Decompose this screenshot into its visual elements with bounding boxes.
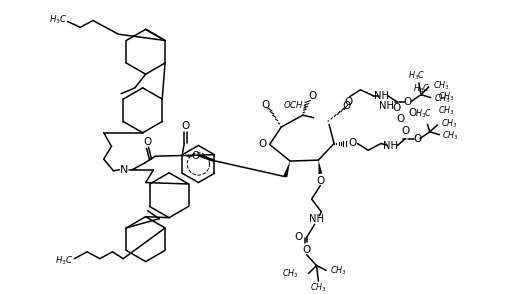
Text: O: O [144, 136, 152, 146]
Text: O: O [349, 138, 357, 148]
Text: $H_3C$: $H_3C$ [413, 83, 431, 95]
Text: $CH_3$: $CH_3$ [282, 267, 299, 280]
Text: $H_3C$: $H_3C$ [415, 108, 433, 121]
Text: O: O [192, 151, 200, 161]
Text: NH: NH [379, 101, 394, 111]
Text: O: O [308, 91, 317, 101]
Polygon shape [283, 161, 290, 177]
Text: NH: NH [383, 141, 398, 151]
Text: $CH_3$: $CH_3$ [330, 264, 347, 277]
Text: $H_3C$: $H_3C$ [408, 70, 426, 82]
Text: O: O [302, 245, 311, 255]
Text: NH: NH [309, 214, 324, 224]
Text: $CH_3$: $CH_3$ [442, 129, 459, 142]
Text: O: O [259, 139, 267, 149]
Text: O: O [408, 108, 416, 118]
Text: O: O [295, 232, 303, 242]
Text: O: O [316, 176, 325, 186]
Text: O: O [413, 133, 421, 143]
Text: NH: NH [375, 91, 389, 101]
Text: O: O [397, 114, 405, 124]
Text: $OCH_3$: $OCH_3$ [284, 99, 308, 112]
Text: $CH_3$: $CH_3$ [433, 80, 449, 92]
Text: $CH_3$: $CH_3$ [310, 282, 327, 294]
Text: O: O [403, 96, 411, 106]
Text: N: N [120, 165, 128, 175]
Text: $CH_3$: $CH_3$ [434, 92, 450, 105]
Text: O: O [181, 121, 189, 131]
Text: O: O [401, 126, 409, 136]
Text: $CH_3$: $CH_3$ [438, 90, 454, 103]
Text: O: O [343, 101, 351, 111]
Text: $CH_3$: $CH_3$ [441, 118, 458, 130]
Text: O: O [392, 103, 401, 113]
Text: O: O [345, 96, 353, 106]
Text: $H_3C$: $H_3C$ [55, 254, 73, 267]
Text: $CH_3$: $CH_3$ [438, 104, 455, 116]
Text: O: O [262, 101, 270, 111]
Polygon shape [319, 160, 322, 174]
Text: $H_3C$: $H_3C$ [49, 13, 68, 26]
